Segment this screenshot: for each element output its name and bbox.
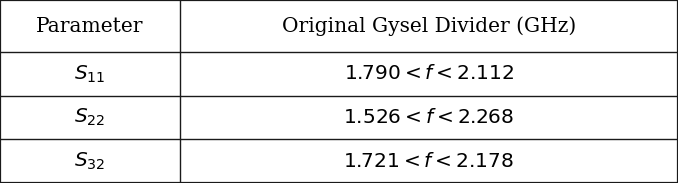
Text: Original Gysel Divider (GHz): Original Gysel Divider (GHz) bbox=[282, 16, 576, 36]
Text: $1.721 < f < 2.178$: $1.721 < f < 2.178$ bbox=[343, 152, 515, 171]
Text: Parameter: Parameter bbox=[36, 17, 144, 36]
Text: $S_{11}$: $S_{11}$ bbox=[74, 63, 106, 85]
Text: $S_{22}$: $S_{22}$ bbox=[74, 107, 106, 128]
Text: $1.790 < f < 2.112$: $1.790 < f < 2.112$ bbox=[344, 64, 514, 83]
Text: $1.526 < f < 2.268$: $1.526 < f < 2.268$ bbox=[343, 108, 515, 127]
Text: $S_{32}$: $S_{32}$ bbox=[74, 151, 106, 172]
